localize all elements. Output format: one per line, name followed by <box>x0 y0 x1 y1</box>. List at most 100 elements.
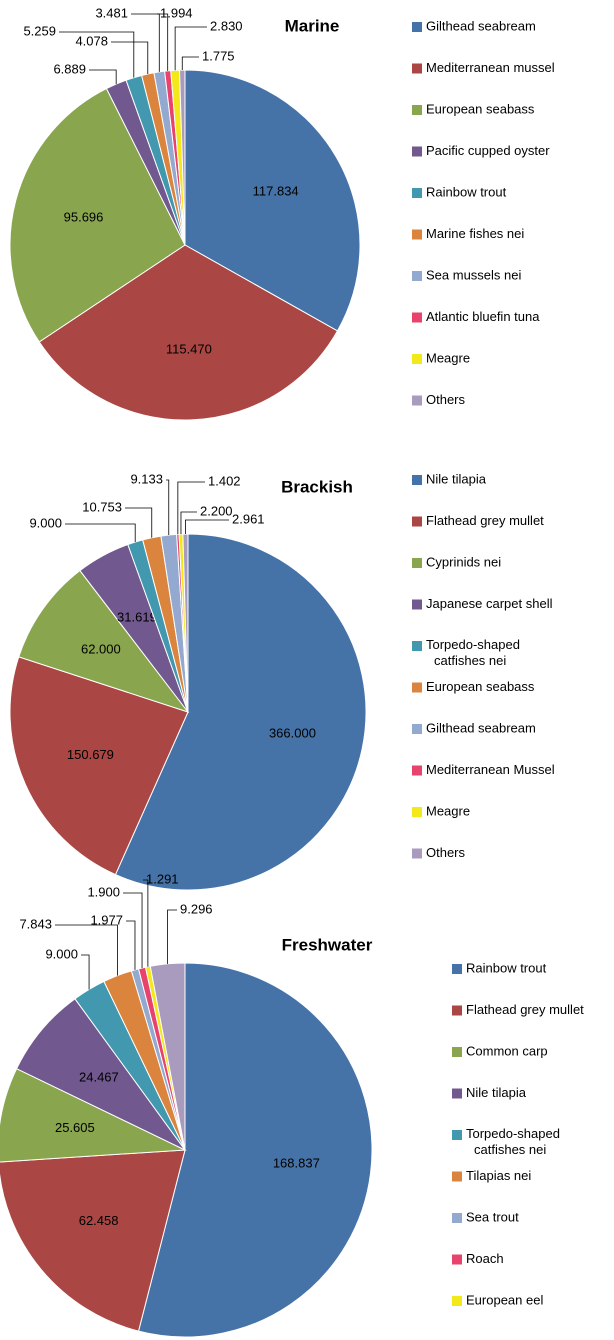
data-label: 9.000 <box>45 946 78 961</box>
data-label: 2.830 <box>210 18 243 33</box>
leader-line <box>65 523 136 543</box>
legend-swatch <box>412 765 422 776</box>
leader-line <box>59 31 135 78</box>
data-label: 62.458 <box>79 1213 119 1228</box>
legend-swatch <box>412 558 422 568</box>
data-label: 1.775 <box>202 48 235 63</box>
legend-label: Common carp <box>466 1043 548 1058</box>
legend-label: European seabass <box>426 101 535 116</box>
legend-swatch <box>412 641 422 651</box>
legend-label: Mediterranean Mussel <box>426 762 555 777</box>
data-label: 10.753 <box>82 499 122 514</box>
pie-slice <box>9 656 189 876</box>
legend-label: Sea trout <box>466 1209 519 1224</box>
legend-label: Mediterranean mussel <box>426 60 555 75</box>
legend-label: Marine fishes nei <box>426 226 524 241</box>
pie-slice <box>137 962 373 1338</box>
data-label: 31.619 <box>117 610 157 625</box>
legend-label: Meagre <box>426 803 470 818</box>
data-label: 9.133 <box>130 471 163 486</box>
legend-swatch <box>412 848 422 859</box>
data-label: 366.000 <box>269 726 316 741</box>
chart-title: Freshwater <box>282 935 373 954</box>
data-label: 1.994 <box>160 5 193 20</box>
data-label: 24.467 <box>79 1070 119 1085</box>
legend-label: Rainbow trout <box>426 184 507 199</box>
data-label: 3.481 <box>95 5 128 20</box>
data-label: 6.889 <box>53 61 86 76</box>
legend-label: Rainbow trout <box>466 960 547 975</box>
legend-swatch <box>412 516 422 527</box>
legend-swatch <box>412 63 422 74</box>
legend-label: Torpedo-shaped catfishes nei <box>466 1126 560 1157</box>
leader-line <box>180 511 197 535</box>
leader-line <box>166 479 170 536</box>
legend-swatch <box>452 1088 462 1099</box>
leader-line <box>126 920 136 970</box>
leader-line <box>177 481 205 535</box>
leader-line <box>89 69 117 85</box>
legend-label: Flathead grey mullet <box>466 1002 584 1017</box>
leader-line <box>174 26 207 71</box>
legend-label: Cyprinids nei <box>426 554 501 569</box>
legend-swatch <box>412 146 422 157</box>
pie-slice <box>182 533 189 713</box>
leader-line <box>143 879 149 967</box>
data-label: 115.470 <box>166 341 212 356</box>
legend-label: European eel <box>466 1292 543 1307</box>
pie-slice <box>184 69 361 332</box>
data-label: 2.200 <box>200 503 233 518</box>
legend-label: Nile tilapia <box>466 1085 527 1100</box>
legend-label: Meagre <box>426 350 470 365</box>
legend-swatch <box>452 1254 462 1265</box>
data-label: 117.834 <box>253 183 299 198</box>
legend-swatch <box>412 599 422 610</box>
legend-swatch <box>412 312 422 323</box>
legend-swatch <box>452 1005 462 1016</box>
leader-line <box>131 13 160 72</box>
pie-slice <box>15 998 186 1151</box>
leader-line <box>157 13 169 71</box>
legend-swatch <box>412 105 422 115</box>
legend-swatch <box>412 475 422 485</box>
legend-swatch <box>412 724 422 734</box>
legend-label: Gilthead seabream <box>426 18 536 33</box>
leader-line <box>123 892 143 969</box>
leader-line <box>81 954 90 990</box>
data-label: 1.402 <box>208 473 241 488</box>
legend-label: Roach <box>466 1251 504 1266</box>
chart-title: Marine <box>285 16 340 35</box>
leader-line <box>55 924 118 976</box>
leader-line <box>185 519 229 535</box>
data-label: 1.291 <box>146 871 179 886</box>
legend-swatch <box>412 271 422 281</box>
legend-label: Torpedo-shaped catfishes nei <box>426 637 520 668</box>
leader-line <box>181 56 199 71</box>
legend-swatch <box>412 682 422 693</box>
pie-slice <box>0 1067 187 1163</box>
data-label: 5.259 <box>23 23 56 38</box>
legend-swatch <box>412 188 422 198</box>
data-label: 1.977 <box>90 912 123 927</box>
data-label: 168.837 <box>273 1155 320 1170</box>
legend-label: Nile tilapia <box>426 471 487 486</box>
chart-title: Brackish <box>281 477 353 496</box>
legend-swatch <box>452 964 462 974</box>
legend-swatch <box>452 1171 462 1182</box>
legend-swatch <box>412 354 422 364</box>
legend-label: Tilapias nei <box>466 1168 531 1183</box>
legend-label: Sea mussels nei <box>426 267 521 282</box>
data-label: 9.296 <box>180 901 213 916</box>
legend-label: Japanese carpet shell <box>426 596 553 611</box>
pie-slice <box>18 569 190 713</box>
pie-slice <box>38 244 339 421</box>
legend-label: Atlantic bluefin tuna <box>426 309 540 324</box>
data-label: 7.843 <box>19 916 52 931</box>
data-label: 150.679 <box>67 747 114 762</box>
leader-line <box>167 909 177 964</box>
data-label: 95.696 <box>64 209 104 224</box>
leader-line <box>125 507 153 538</box>
legend-swatch <box>412 22 422 32</box>
legend-label: Others <box>426 392 466 407</box>
legend-label: Others <box>426 845 466 860</box>
